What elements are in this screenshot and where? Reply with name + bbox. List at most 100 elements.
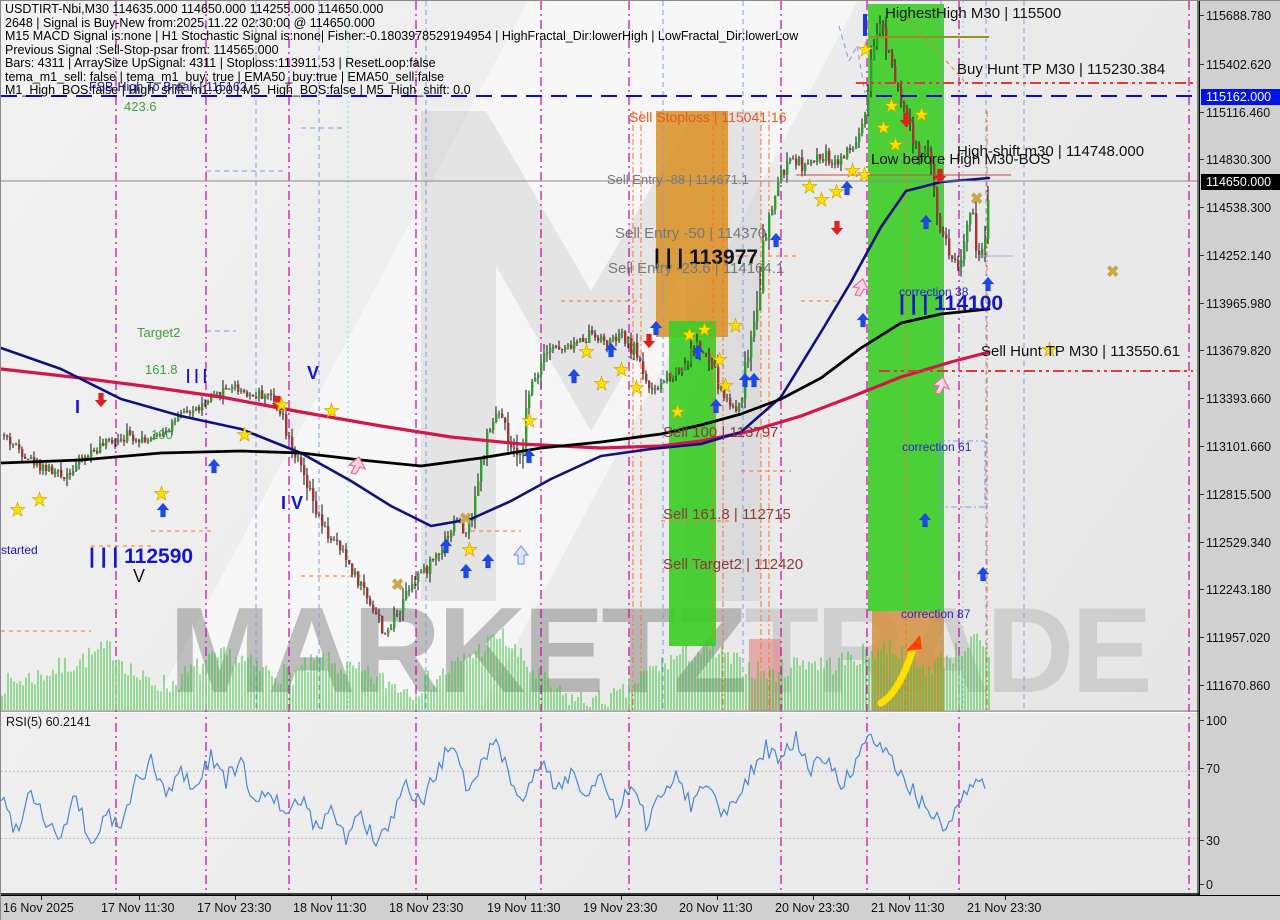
price-axis-label: 115116.460: [1206, 106, 1271, 120]
hollow-up-arrow-icon: [512, 545, 530, 565]
star-icon: ★: [856, 165, 873, 186]
price-tick: [1200, 255, 1204, 256]
star-icon: ★: [887, 135, 904, 156]
star-icon: ★: [717, 376, 734, 397]
price-axis-label: 115688.780: [1206, 9, 1272, 23]
sell-zone-orange: [656, 111, 728, 337]
rsi-indicator-pane[interactable]: [1, 713, 1199, 895]
swoosh-arrow: [877, 645, 917, 707]
price-axis-label: 111670.860: [1206, 679, 1271, 693]
buy-arrow-icon: [481, 553, 495, 569]
time-tick: [235, 896, 236, 900]
price-axis-label: 0: [1206, 878, 1213, 892]
price-tick: [1200, 303, 1204, 304]
buy-arrow-icon: [459, 563, 473, 579]
price-axis-label: 100: [1206, 714, 1227, 728]
star-icon: ★: [31, 490, 48, 511]
price-tick: [1200, 494, 1204, 495]
info-line-1: 2648 | Signal is Buy-New from:2025.11.22…: [5, 15, 375, 30]
star-icon: ★: [236, 425, 253, 446]
sell-arrow-icon: [94, 392, 108, 408]
time-axis-label: 18 Nov 11:30: [293, 901, 367, 915]
price-tick: [1200, 768, 1204, 769]
fractal-segments: [1, 18, 965, 632]
price-axis-label: 112529.340: [1206, 536, 1272, 550]
time-axis-label: 21 Nov 11:30: [871, 901, 945, 915]
x-mark-icon: ✖: [1106, 264, 1119, 281]
buy-arrow-icon: [747, 372, 761, 388]
price-tick: [1200, 840, 1204, 841]
price-tick: [1200, 720, 1204, 721]
time-tick: [717, 896, 718, 900]
price-axis-label: 30: [1206, 834, 1220, 848]
price-tick: [1200, 637, 1204, 638]
price-tick: [1200, 207, 1204, 208]
star-icon: ★: [875, 118, 892, 139]
star-icon: ★: [323, 401, 340, 422]
star-icon: ★: [273, 395, 290, 416]
star-icon: ★: [628, 378, 645, 399]
time-axis-label: 17 Nov 11:30: [101, 901, 175, 915]
price-tick: [1200, 159, 1204, 160]
time-tick: [813, 896, 814, 900]
info-line-0: USDTIRT-Nbi,M30 114635.000 114650.000 11…: [5, 2, 384, 16]
price-tick: [1200, 64, 1204, 65]
time-axis-label: 18 Nov 23:30: [389, 901, 464, 915]
price-tick: [1200, 884, 1204, 885]
buy-arrow-icon: [769, 232, 783, 248]
price-tick: [1200, 685, 1204, 686]
price-axis[interactable]: 115688.780 115402.620 115116.460 114830.300…: [1199, 1, 1280, 895]
correction-box: [938, 440, 986, 508]
price-tick: [1200, 350, 1204, 351]
chart-canvas[interactable]: ★ ★ ★★★ ★★★★★★★★★★★★★★★★★★★★★★ ★★✖✖✖✖: [1, 1, 1199, 895]
time-tick: [525, 896, 526, 900]
price-axis-label: 113965.980: [1206, 297, 1272, 311]
sell-arrow-icon: [830, 220, 844, 236]
star-icon: ★: [711, 350, 728, 371]
time-tick: [139, 896, 140, 900]
star-icon: ★: [696, 320, 713, 341]
price-axis-label: 113679.820: [1206, 344, 1272, 358]
star-icon: ★: [521, 411, 538, 432]
star-icon: ★: [883, 96, 900, 117]
pink-arrow-icon: [931, 376, 951, 395]
blue-bar-marker: [863, 14, 867, 36]
star-icon: ★: [153, 484, 170, 505]
sell-arrow-icon: [899, 112, 913, 128]
time-axis-label: 19 Nov 23:30: [583, 901, 658, 915]
swoosh-arrow-tip: [906, 635, 922, 651]
buy-arrow-icon: [976, 566, 990, 582]
buy-arrow-icon: [918, 512, 932, 528]
time-tick: [41, 896, 42, 900]
price-axis-label: 114538.300: [1206, 201, 1272, 215]
price-axis-label: 112243.180: [1206, 583, 1272, 597]
ma-crimson: [1, 350, 991, 450]
star-icon: ★: [1041, 340, 1058, 361]
star-icon: ★: [9, 500, 26, 521]
star-icon: ★: [578, 342, 595, 363]
price-tick: [1200, 542, 1204, 543]
info-line-2: M15 MACD Signal is:none | H1 Stochastic …: [5, 29, 799, 43]
buy-arrow-icon: [981, 276, 995, 292]
buy-arrow-icon: [567, 368, 581, 384]
price-tag: 115162.000: [1201, 89, 1280, 105]
star-icon: ★: [593, 374, 610, 395]
price-tick: [1200, 446, 1204, 447]
time-tick: [427, 896, 428, 900]
price-tick: [1200, 589, 1204, 590]
price-tick: [1200, 112, 1204, 113]
time-axis[interactable]: 16 Nov 2025 17 Nov 11:30 17 Nov 23:30 18 No…: [1, 895, 1280, 920]
star-icon: ★: [913, 105, 930, 126]
price-tick: [1200, 398, 1204, 399]
rsi-plot: [1, 731, 1198, 848]
star-icon: ★: [857, 40, 874, 61]
star-icon: ★: [669, 402, 686, 423]
candles: [3, 15, 990, 637]
x-mark-icon: ✖: [459, 511, 472, 528]
star-icon: ★: [828, 182, 845, 203]
fsb-high-to-break-label: FSB-High To Break | 115162: [89, 80, 247, 94]
price-axis-label: 113101.660: [1206, 440, 1272, 454]
price-axis-label: 114252.140: [1206, 249, 1272, 263]
rsi-line: [1, 731, 986, 848]
